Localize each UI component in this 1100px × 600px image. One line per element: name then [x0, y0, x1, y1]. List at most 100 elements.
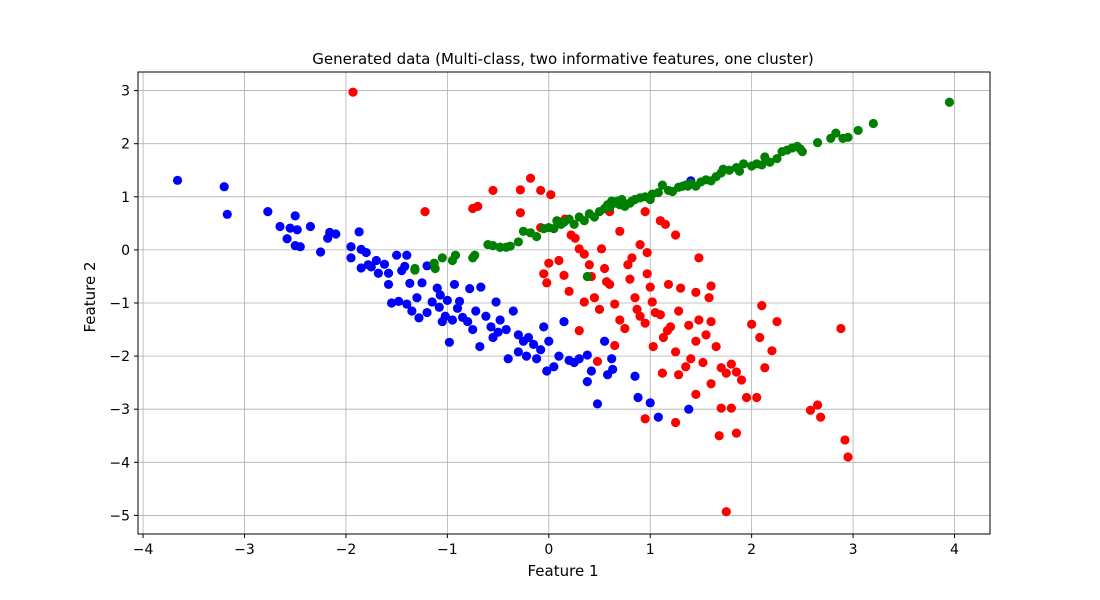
data-point [476, 282, 486, 292]
data-point [501, 324, 511, 335]
data-point [623, 260, 633, 270]
x-tick-label: −3 [234, 542, 255, 558]
data-point [701, 330, 711, 340]
data-point [579, 297, 589, 307]
data-point [660, 219, 671, 230]
data-point [542, 366, 552, 376]
data-point [315, 247, 326, 257]
data-point [772, 316, 782, 327]
data-point [437, 316, 447, 327]
data-point [554, 351, 564, 361]
data-point [470, 250, 480, 260]
data-point [488, 241, 498, 251]
data-point [285, 223, 295, 233]
data-point [676, 283, 686, 293]
data-point [584, 260, 594, 270]
data-point [657, 180, 667, 190]
data-point [473, 201, 483, 211]
data-point [684, 404, 694, 414]
data-point [282, 234, 292, 244]
data-point [608, 364, 618, 374]
data-point [674, 306, 684, 316]
data-point [694, 253, 704, 263]
data-point [486, 322, 496, 332]
data-point [532, 354, 542, 364]
data-point [706, 281, 716, 291]
data-point [539, 269, 549, 279]
data-point [812, 400, 823, 410]
data-point [554, 255, 564, 266]
data-point [465, 284, 475, 294]
data-point [657, 368, 667, 378]
x-tick-label: 3 [849, 542, 858, 558]
data-point [412, 293, 422, 303]
data-point [868, 118, 878, 129]
series-2 [410, 97, 955, 282]
data-point [505, 241, 515, 251]
data-point [670, 230, 681, 240]
x-tick-label: 0 [544, 542, 553, 558]
data-point [726, 403, 736, 413]
data-point [417, 278, 427, 288]
data-point [736, 375, 747, 385]
data-point [797, 147, 807, 157]
data-point [331, 229, 341, 239]
series-0 [172, 175, 696, 422]
data-point [346, 242, 356, 252]
data-point [816, 412, 826, 422]
data-point [488, 185, 498, 196]
x-tick-label: −4 [133, 542, 154, 558]
data-point [544, 258, 554, 268]
data-point [539, 322, 549, 332]
data-point [620, 323, 630, 334]
data-point [491, 297, 501, 307]
data-point [582, 376, 592, 387]
y-tick-label: −1 [109, 296, 130, 312]
data-point [523, 332, 534, 343]
data-point [495, 242, 505, 252]
data-point [544, 222, 554, 233]
data-point [295, 242, 305, 252]
data-point [536, 345, 546, 355]
data-point [582, 271, 592, 282]
data-point [647, 297, 657, 307]
data-point [594, 304, 605, 314]
x-tick-label: 4 [950, 542, 959, 558]
data-point [694, 315, 704, 325]
data-point [471, 306, 481, 316]
data-point [513, 347, 523, 357]
data-point [452, 303, 463, 313]
data-point [521, 351, 532, 361]
data-point [574, 326, 584, 336]
data-point [528, 339, 539, 350]
x-axis-title: Feature 1 [528, 562, 599, 580]
data-point [670, 347, 681, 357]
y-tick-label: −3 [109, 402, 130, 418]
x-tick-label: −2 [336, 542, 357, 558]
data-point [640, 318, 650, 328]
gridlines [138, 72, 990, 534]
data-point [596, 244, 607, 254]
data-point [686, 354, 696, 364]
data-point [361, 247, 371, 258]
data-point [463, 316, 473, 327]
data-point [172, 175, 183, 185]
data-point [741, 392, 752, 403]
y-tick-label: −5 [109, 508, 130, 524]
data-point [731, 367, 742, 377]
data-point [691, 287, 701, 297]
data-point [627, 253, 637, 263]
data-point [379, 259, 390, 269]
data-point [503, 354, 513, 364]
data-point [427, 297, 437, 307]
data-point [542, 278, 552, 288]
y-axis-ticks: −5 −4 −3 −2 −1 0 1 2 3 [109, 84, 138, 524]
data-point [559, 270, 569, 280]
data-point [392, 250, 402, 260]
data-point [275, 221, 285, 232]
data-point [653, 412, 663, 422]
data-point [721, 507, 731, 517]
data-point [632, 304, 642, 314]
data-point [640, 414, 650, 424]
